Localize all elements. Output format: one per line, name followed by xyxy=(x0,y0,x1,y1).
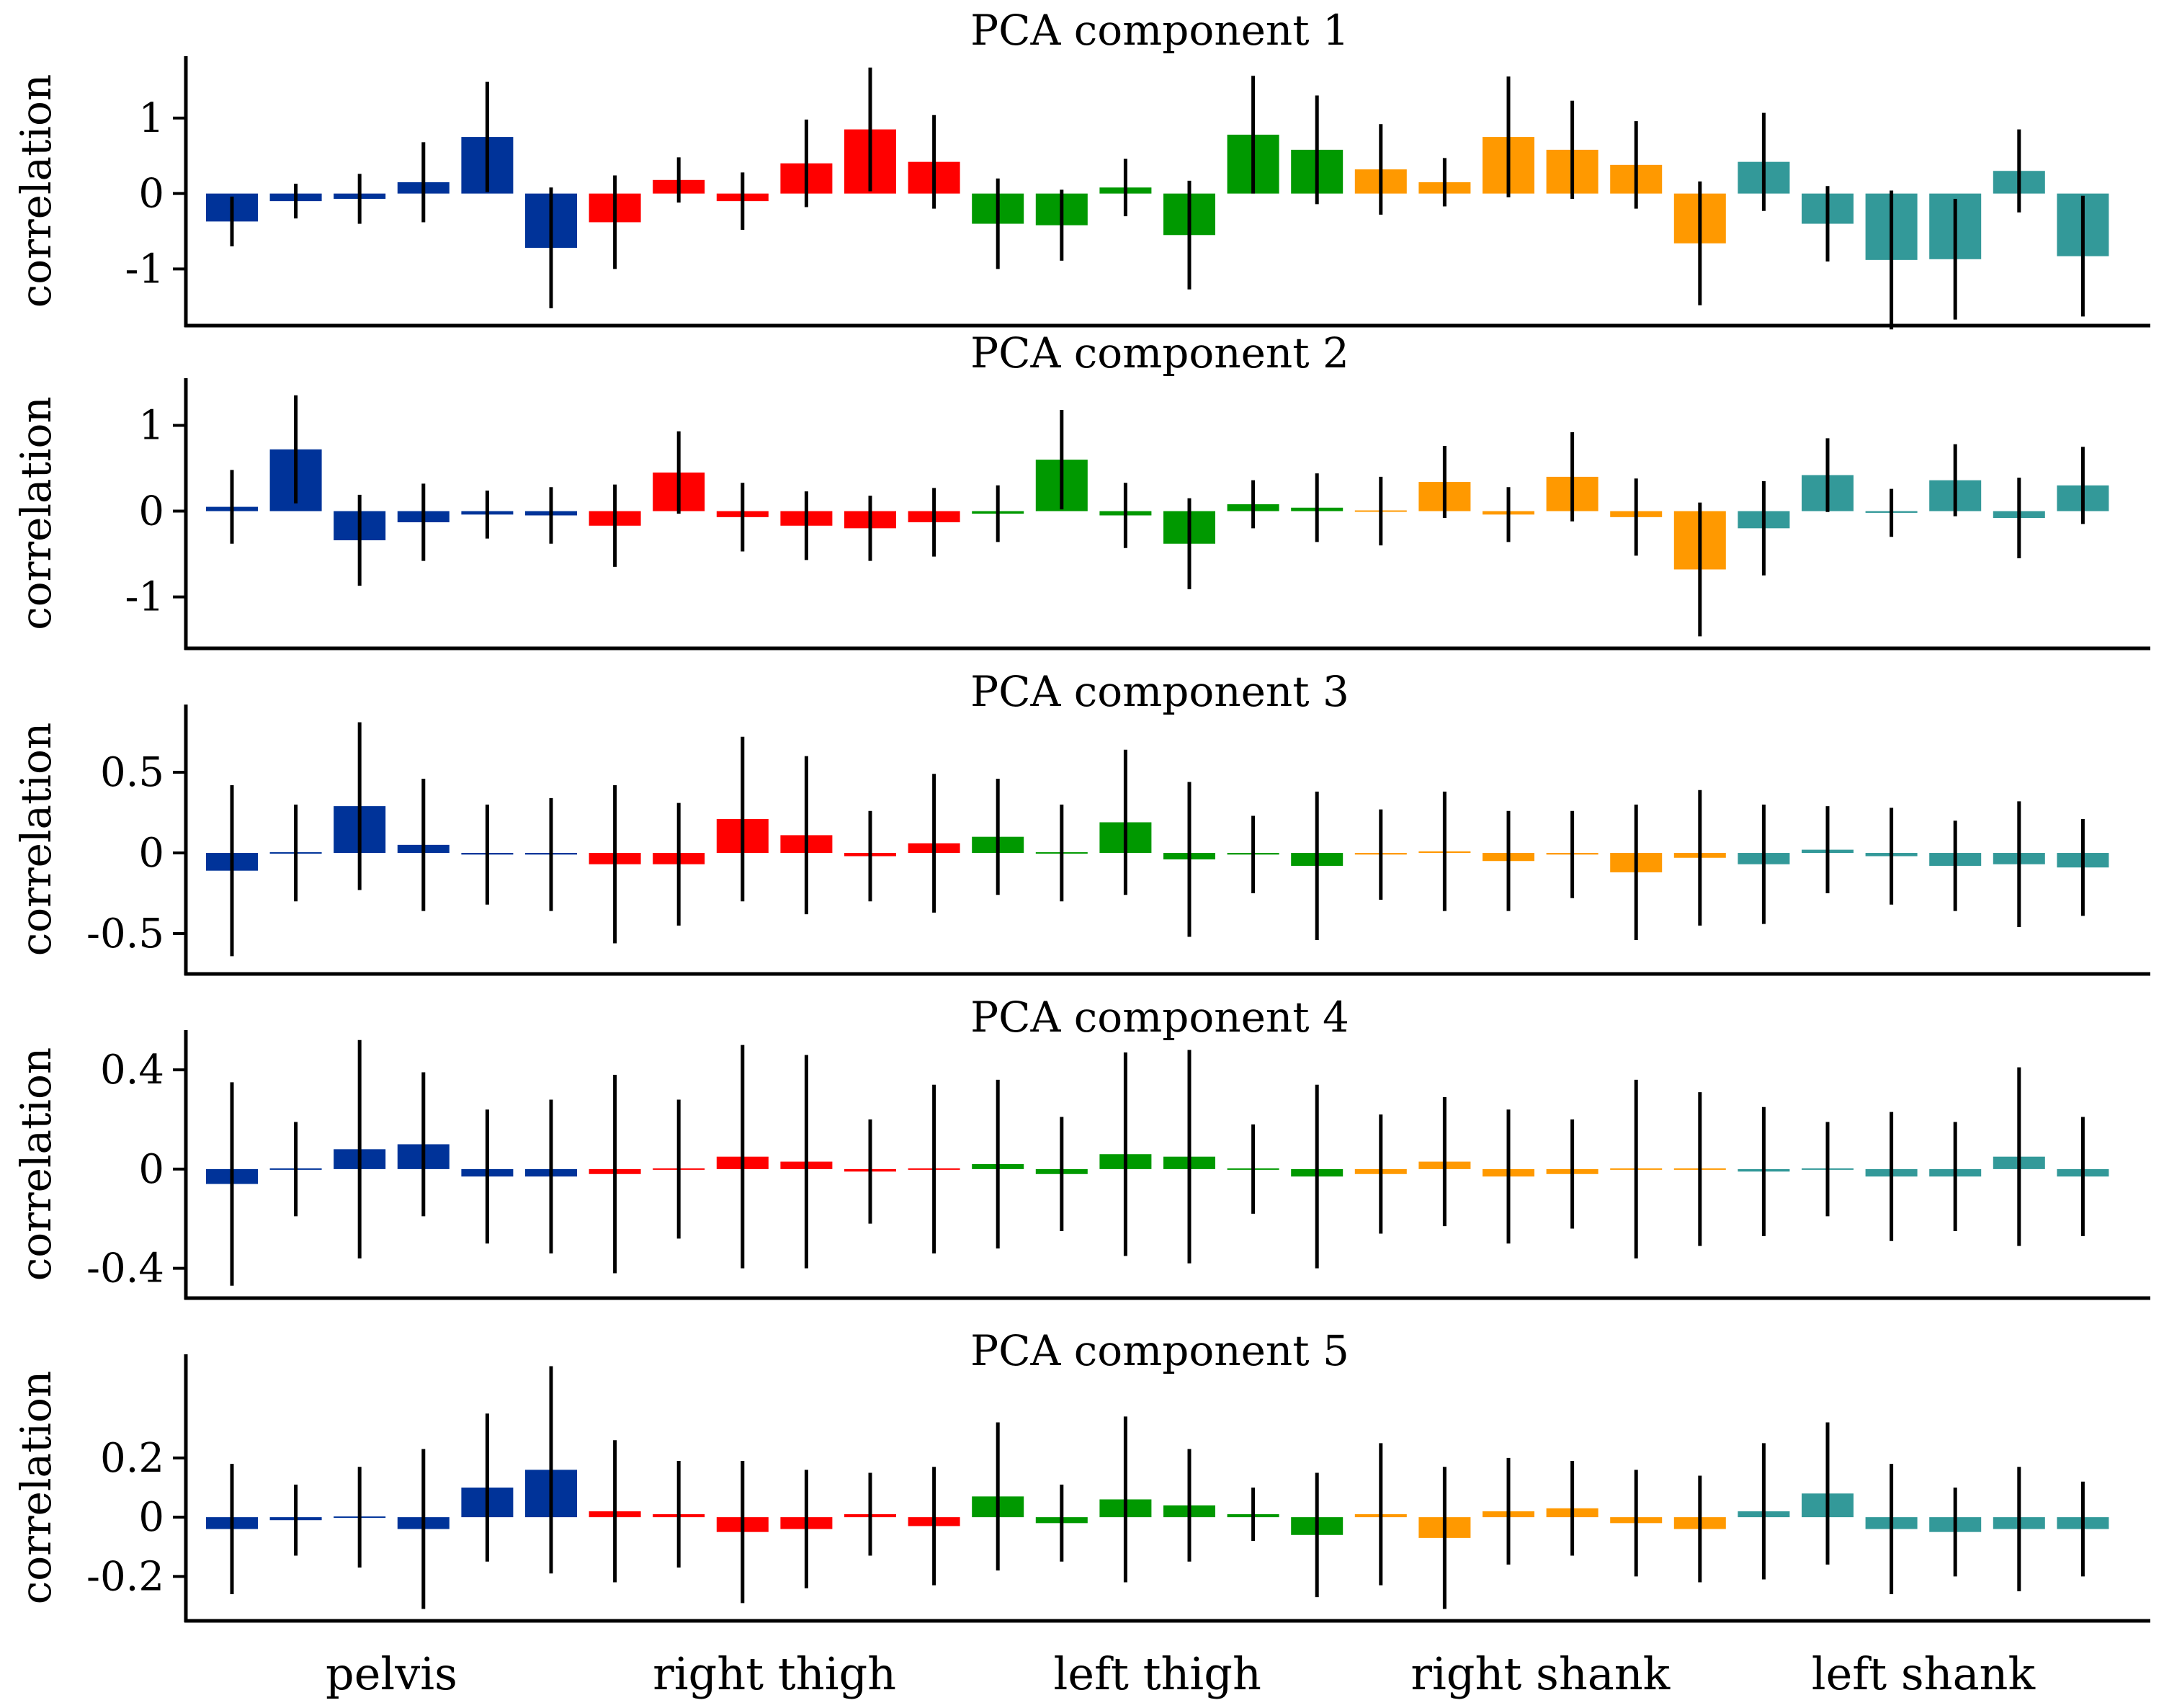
x-group-label: right shank xyxy=(1410,1647,1670,1700)
panel-5: PCA component 5 correlation 0.2 0 -0.2 xyxy=(12,1326,2150,1623)
y-axis-label: correlation xyxy=(12,723,61,956)
y-tick-label: 0.4 xyxy=(100,1047,164,1094)
panel-4: PCA component 4 correlation 0.4 0 -0.4 xyxy=(12,993,2150,1300)
panel-2: PCA component 2 correlation 1 0 -1 xyxy=(12,328,2150,650)
panel-title: PCA component 5 xyxy=(970,1326,1349,1375)
y-tick-label: 0 xyxy=(138,830,164,877)
panel-title: PCA component 4 xyxy=(970,993,1349,1042)
x-group-label: left thigh xyxy=(1054,1647,1261,1700)
y-tick-label: -0.2 xyxy=(86,1553,164,1600)
y-tick-label: -0.4 xyxy=(86,1246,164,1292)
panel-title: PCA component 1 xyxy=(970,6,1349,55)
y-tick-label: -0.5 xyxy=(86,911,164,957)
x-group-label: pelvis xyxy=(326,1647,457,1700)
y-tick-label: 0 xyxy=(138,488,164,535)
y-tick-label: 0.5 xyxy=(100,749,164,796)
panel-title: PCA component 3 xyxy=(970,667,1349,716)
panel-3: PCA component 3 correlation 0.5 0 -0.5 xyxy=(12,667,2150,976)
x-group-label: right thigh xyxy=(653,1647,896,1700)
y-tick-label: 1 xyxy=(138,95,164,142)
y-axis-label: correlation xyxy=(12,1371,61,1604)
y-tick-label: -1 xyxy=(125,574,164,621)
y-tick-label: 0 xyxy=(138,1494,164,1541)
y-axis-label: correlation xyxy=(12,396,61,630)
panel-title: PCA component 2 xyxy=(970,328,1349,377)
x-group-label: left shank xyxy=(1812,1647,2036,1700)
y-tick-label: 0 xyxy=(138,171,164,218)
y-axis-label: correlation xyxy=(12,1047,61,1281)
y-tick-label: 0 xyxy=(138,1146,164,1193)
panel-1: PCA component 1 correlation 1 0 -1 xyxy=(12,6,2150,330)
y-axis-label: correlation xyxy=(12,74,61,308)
y-tick-label: 1 xyxy=(138,402,164,449)
y-tick-label: 0.2 xyxy=(100,1435,164,1482)
y-tick-label: -1 xyxy=(125,246,164,292)
